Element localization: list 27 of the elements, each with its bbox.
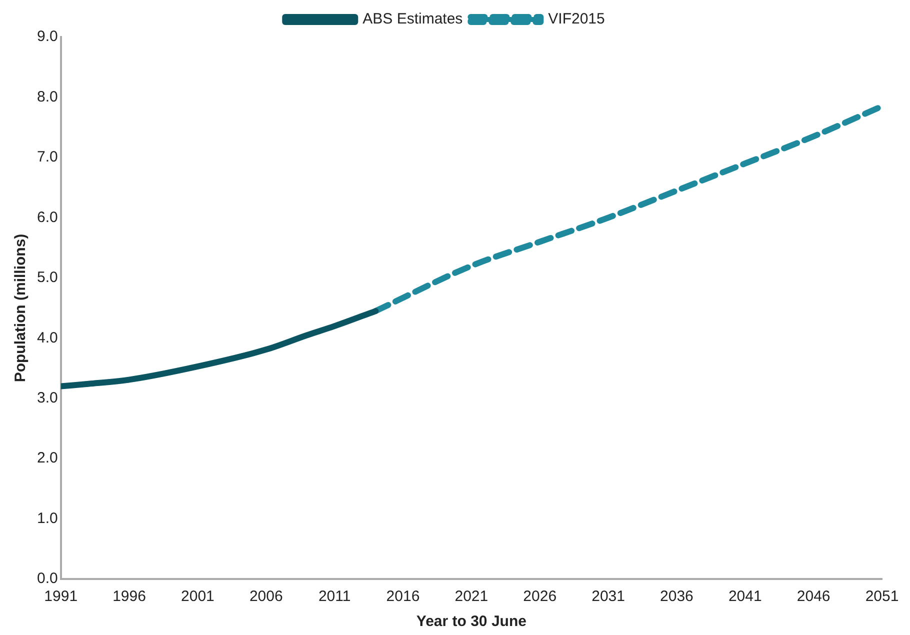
x-tick-label: 2011 <box>318 588 351 606</box>
x-axis-title: Year to 30 June <box>416 613 526 630</box>
legend-label: VIF2015 <box>548 10 605 28</box>
legend-label: ABS Estimates <box>362 10 463 28</box>
y-tick-label: 9.0 <box>36 28 58 46</box>
y-axis-title: Population (millions) <box>12 234 30 382</box>
x-tick-label: 1996 <box>112 588 146 606</box>
x-tick-label: 2041 <box>728 588 762 606</box>
x-tick-label: 1991 <box>44 588 78 606</box>
x-tick-label: 2016 <box>386 588 420 606</box>
y-tick-label: 3.0 <box>36 389 58 406</box>
x-tick-label: 2046 <box>796 588 830 606</box>
y-tick-label: 2.0 <box>36 450 58 467</box>
x-tick-label: 2001 <box>181 588 214 606</box>
x-tick-label: 2026 <box>523 588 557 606</box>
x-tick-label: 2031 <box>592 588 625 606</box>
y-tick-label: 5.0 <box>36 269 58 286</box>
y-tick-label: 8.0 <box>36 88 58 106</box>
x-tick-label: 2021 <box>454 588 488 606</box>
x-tick-label: 2036 <box>660 588 694 606</box>
x-tick-label: 2006 <box>249 588 283 606</box>
y-tick-label: 6.0 <box>36 208 58 226</box>
y-tick-label: 7.0 <box>36 148 58 166</box>
y-tick-label: 1.0 <box>36 510 58 527</box>
y-tick-label: 0.0 <box>36 570 58 588</box>
x-tick-label: 2051 <box>865 588 899 606</box>
y-tick-label: 4.0 <box>36 329 58 346</box>
